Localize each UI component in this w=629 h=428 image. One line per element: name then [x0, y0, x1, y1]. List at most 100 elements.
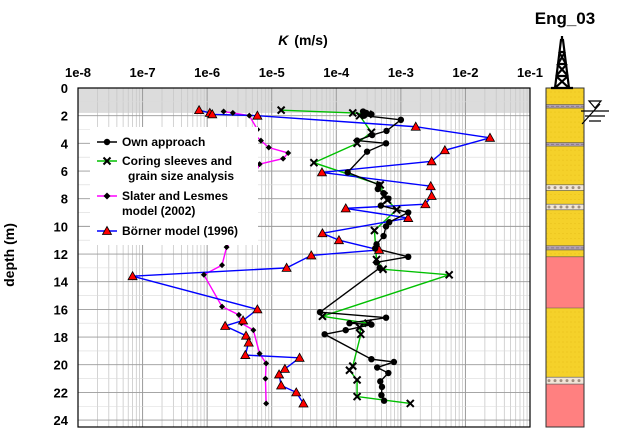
data-point-coring [392, 205, 401, 214]
data-point-borner [193, 104, 205, 115]
data-point-borner [410, 121, 421, 131]
data-point-borner [403, 212, 414, 222]
series-line-triangle [132, 109, 491, 404]
data-point-borner [333, 234, 345, 245]
data-point-own-approach [380, 189, 387, 197]
x-tick-label: 1e-1 [517, 65, 543, 80]
data-point-own-approach [382, 223, 390, 230]
water-table-icon [581, 100, 609, 125]
data-point-slater [219, 303, 226, 310]
well-gravel-dot [571, 379, 575, 383]
data-point-coring [406, 399, 415, 408]
y-tick-label: 20 [54, 358, 68, 373]
well-gravel-dot [577, 205, 581, 209]
data-point-borner [275, 380, 287, 390]
well-gravel-dot [565, 379, 569, 383]
well-gravel-dot [559, 379, 563, 383]
well-layer-sand [546, 209, 584, 246]
x-axis-title-main: K [278, 32, 289, 48]
well-layer-clay [546, 384, 584, 427]
data-point-borner [294, 352, 305, 362]
x-tick-label: 1e-7 [130, 65, 156, 80]
data-point-own-approach [363, 148, 371, 155]
well-layer-clay-band [546, 142, 584, 147]
data-point-borner [243, 337, 254, 347]
well-gravel-dot [553, 186, 557, 190]
well-gravel-dot [565, 205, 569, 209]
data-point-slater [256, 161, 263, 168]
data-point-borner [426, 156, 437, 166]
data-point-slater [256, 350, 263, 357]
data-point-borner [240, 349, 251, 359]
data-point-slater [246, 112, 253, 119]
data-point-slater [257, 137, 264, 144]
legend-item-coring: Coring sleeves and grain size analysis [97, 154, 234, 183]
data-point-own-approach [368, 356, 375, 363]
y-tick-label: 24 [54, 413, 69, 428]
y-tick-label: 8 [61, 192, 68, 207]
data-point-slater [229, 109, 236, 116]
data-point-borner [306, 250, 317, 260]
legend-item-borner: Börner model (1996) [97, 224, 238, 238]
x-axis-title-unit: (m/s) [294, 32, 327, 48]
data-point-own-approach [368, 111, 375, 118]
data-point-coring [309, 158, 319, 167]
data-point-own-approach [397, 116, 405, 124]
legend-label-coring-line2: grain size analysis [128, 169, 234, 183]
well-gravel-dot [547, 205, 551, 209]
data-point-slater [285, 150, 292, 157]
well-gravel-dot [547, 379, 551, 383]
data-point-coring [444, 270, 454, 280]
data-point-own-approach [377, 378, 384, 385]
data-point-slater [223, 244, 230, 251]
data-point-borner [439, 144, 451, 155]
data-point-own-approach [405, 209, 412, 216]
data-point-borner [317, 227, 328, 238]
data-point-coring [352, 392, 362, 401]
data-point-borner [340, 203, 351, 213]
legend-marker-own-approach [103, 138, 111, 146]
data-point-borner [207, 108, 218, 119]
data-point-borner [298, 398, 309, 408]
y-tick-label: 22 [54, 385, 68, 400]
well-layer-clay [546, 256, 584, 309]
legend-marker-borner [101, 225, 113, 235]
well-layer-gravel [546, 184, 584, 191]
x-tick-labels: 1e-8 1e-7 1e-6 1e-5 1e-4 1e-3 1e-2 1e-1 [65, 65, 543, 80]
data-point-coring [345, 366, 354, 375]
plot-frame [77, 87, 531, 428]
data-point-borner [281, 262, 292, 272]
well-gravel-dot [547, 186, 551, 190]
data-point-own-approach [385, 369, 392, 377]
x-tick-label: 1e-8 [65, 65, 91, 80]
data-point-borner [316, 167, 328, 177]
well-title: Eng_03 [535, 9, 595, 28]
well-gravel-dot [553, 205, 557, 209]
y-tick-label: 2 [61, 109, 68, 124]
data-point-slater [263, 360, 270, 367]
legend-item-slater: Slater and Lesmes model (2002) [97, 189, 228, 218]
well-gravel-dot [553, 379, 557, 383]
data-point-borner [420, 198, 431, 209]
well-layer-sand [546, 308, 584, 378]
legend: Own approach Coring sleeves and grain si… [90, 127, 258, 245]
data-point-own-approach [377, 202, 385, 209]
data-point-own-approach [380, 397, 388, 404]
data-point-own-approach [378, 391, 385, 399]
data-point-own-approach [368, 321, 375, 328]
well-layer-sand [546, 108, 584, 143]
y-tick-label: 6 [61, 164, 68, 179]
legend-label-coring-line1: Coring sleeves and [122, 154, 232, 168]
data-point-own-approach [390, 358, 398, 366]
data-point-slater [219, 262, 226, 269]
data-point-borner [252, 110, 263, 120]
y-tick-label: 12 [54, 247, 68, 262]
x-tick-label: 1e-5 [259, 65, 285, 80]
data-point-borner [127, 270, 138, 281]
data-point-slater [265, 144, 272, 151]
well-layer-gravel [546, 204, 584, 210]
well-layer-clay-band [546, 245, 584, 250]
data-point-own-approach [321, 331, 328, 338]
